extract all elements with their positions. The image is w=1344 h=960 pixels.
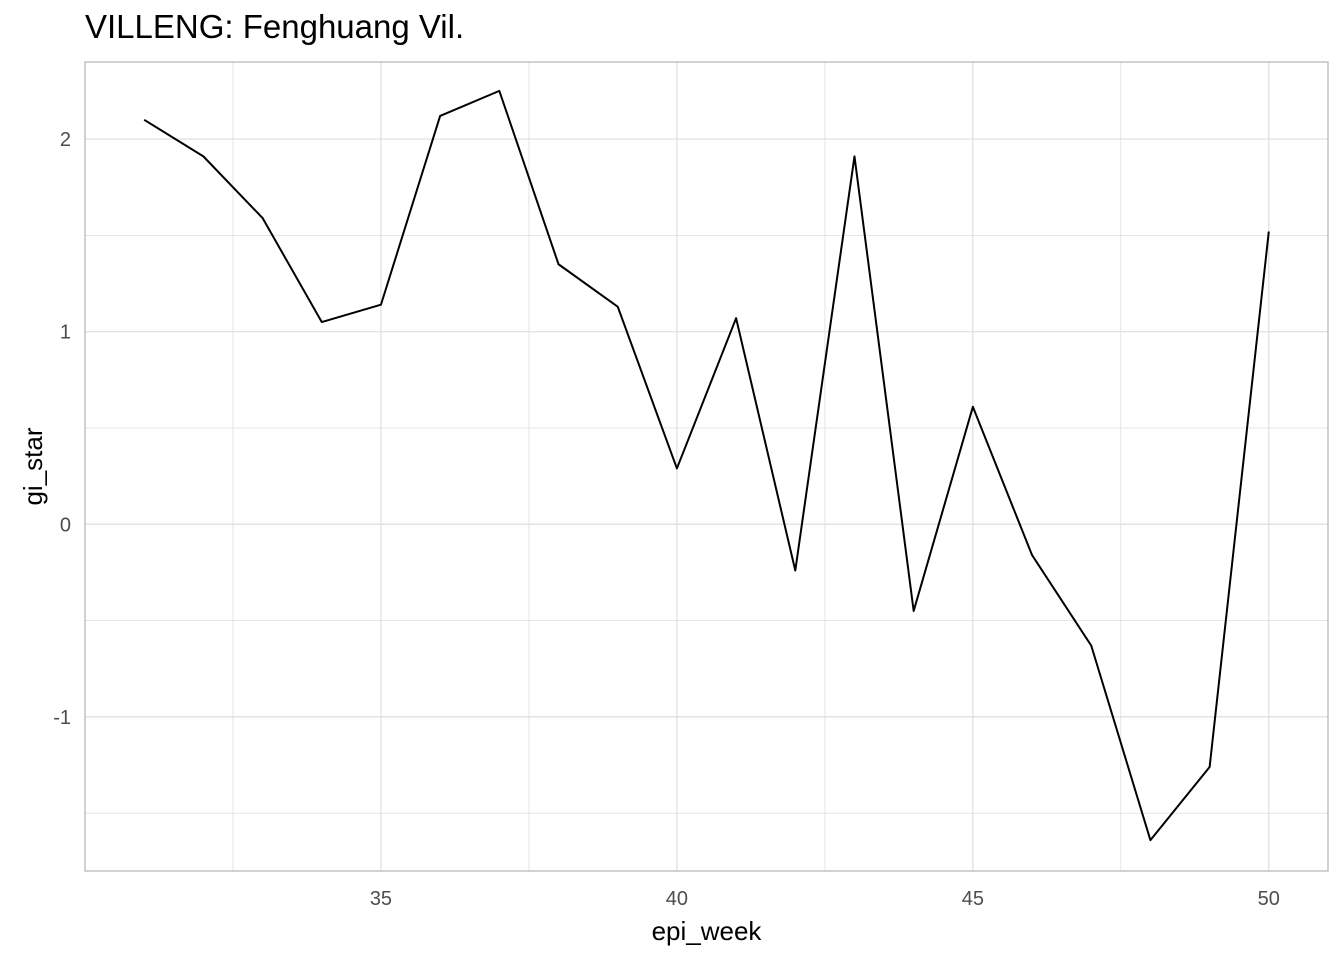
x-tick-label: 50 — [1258, 888, 1280, 910]
chart-title: VILLENG: Fenghuang Vil. — [85, 8, 465, 45]
y-tick-label: -1 — [53, 707, 71, 729]
y-tick-label: 1 — [60, 322, 71, 344]
x-tick-label: 35 — [370, 888, 392, 910]
series-layer — [143, 89, 1270, 842]
x-axis-title: epi_week — [652, 916, 763, 946]
y-tick-label: 2 — [60, 129, 71, 151]
minor-gridlines — [85, 62, 1328, 871]
y-axis-title: gi_star — [18, 427, 48, 505]
x-axis-ticks: 35 40 45 50 — [370, 888, 1280, 910]
x-tick-label: 45 — [962, 888, 984, 910]
y-axis-ticks: -1 0 1 2 — [53, 129, 71, 729]
major-gridlines — [85, 62, 1328, 871]
x-tick-label: 40 — [666, 888, 688, 910]
y-tick-label: 0 — [60, 514, 71, 536]
series-line — [143, 89, 1270, 842]
panel-border — [84, 61, 1329, 872]
